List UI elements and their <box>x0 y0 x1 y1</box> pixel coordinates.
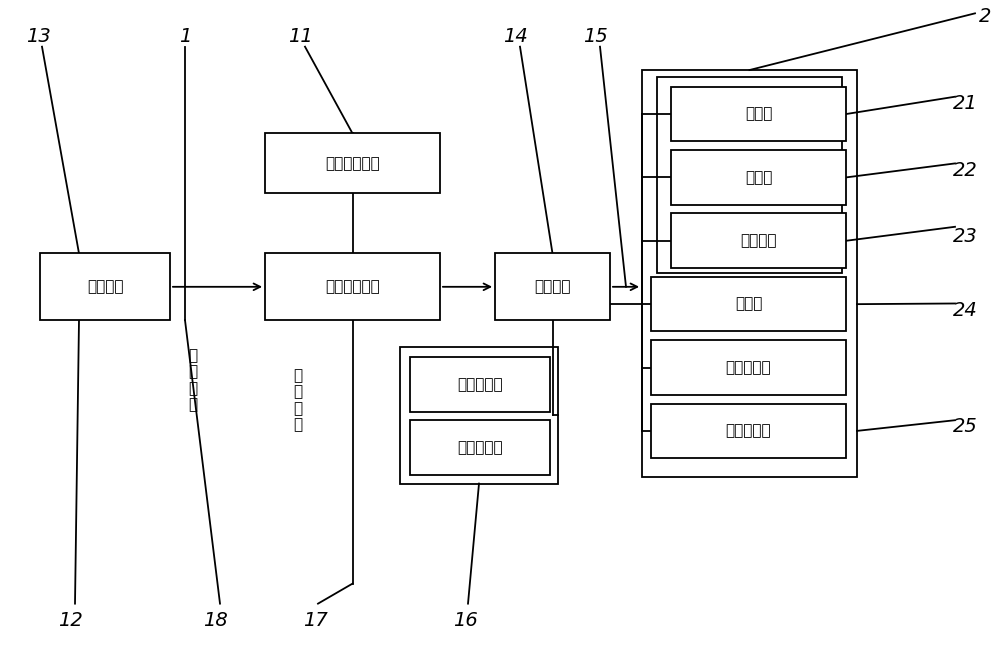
Text: 单相压缩机: 单相压缩机 <box>726 424 771 438</box>
Text: 2: 2 <box>979 7 991 26</box>
Text: 显示模块: 显示模块 <box>87 279 123 294</box>
Bar <box>651 404 846 458</box>
Bar <box>265 253 440 320</box>
Text: 11: 11 <box>288 27 312 46</box>
Text: 过电流报警: 过电流报警 <box>457 377 503 392</box>
Bar <box>410 420 550 475</box>
Text: 控制模块: 控制模块 <box>534 279 571 294</box>
Bar <box>651 277 846 331</box>
Bar <box>671 150 846 205</box>
Text: 计数器: 计数器 <box>745 107 772 121</box>
Text: 21: 21 <box>953 94 977 113</box>
Bar <box>642 70 857 477</box>
Text: 24: 24 <box>953 301 977 319</box>
Text: 16: 16 <box>453 611 477 630</box>
Text: 保护器: 保护器 <box>735 297 762 311</box>
Bar <box>410 357 550 412</box>
Bar <box>400 347 558 484</box>
Text: 18: 18 <box>203 611 227 630</box>
Text: 计时器: 计时器 <box>745 170 772 185</box>
Bar <box>40 253 170 320</box>
Text: 通
信
装
置: 通 信 装 置 <box>188 348 198 412</box>
Bar <box>265 133 440 193</box>
Bar <box>671 213 846 268</box>
Text: 数据处理模块: 数据处理模块 <box>325 279 380 294</box>
Text: 低电压报器: 低电压报器 <box>457 440 503 455</box>
Text: 三相压缩机: 三相压缩机 <box>726 360 771 375</box>
Text: 13: 13 <box>26 27 50 46</box>
Text: 17: 17 <box>303 611 327 630</box>
Text: 25: 25 <box>953 418 977 436</box>
Text: 12: 12 <box>58 611 82 630</box>
Bar <box>651 340 846 395</box>
Text: 14: 14 <box>503 27 527 46</box>
Text: 反
馈
电
路: 反 馈 电 路 <box>293 368 303 432</box>
Text: 22: 22 <box>953 161 977 179</box>
Bar <box>657 77 842 273</box>
Text: 23: 23 <box>953 227 977 246</box>
Text: 数据记录模块: 数据记录模块 <box>325 156 380 171</box>
Bar <box>671 87 846 141</box>
Text: 1: 1 <box>179 27 191 46</box>
Bar <box>495 253 610 320</box>
Text: 15: 15 <box>583 27 607 46</box>
Text: 报警模块: 报警模块 <box>740 233 777 248</box>
